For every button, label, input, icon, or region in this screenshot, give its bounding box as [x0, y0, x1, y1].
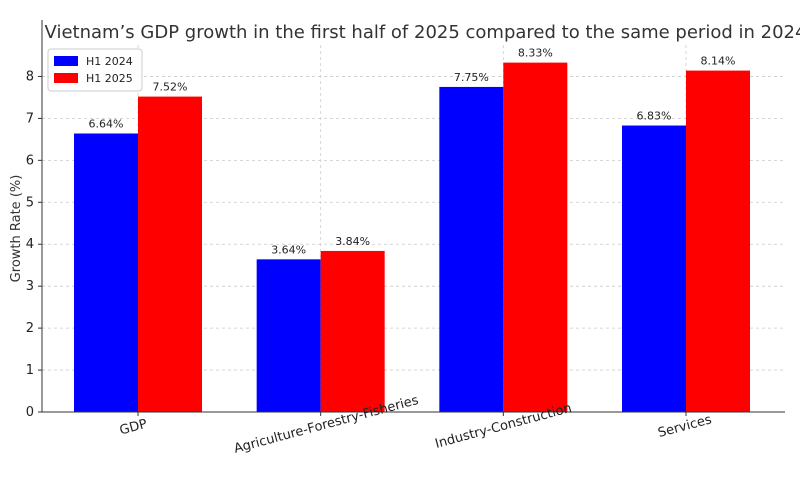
- bar-services-h1-2024: [622, 125, 686, 413]
- y-axis-label: Growth Rate (%): [9, 175, 24, 283]
- y-tick-label: 4: [26, 237, 34, 252]
- data-label-services-h1-2025: 8.14%: [701, 55, 736, 68]
- y-tick-label: 2: [26, 321, 34, 336]
- data-label-gdp-h1-2025: 7.52%: [153, 81, 188, 94]
- legend-swatch-0: [54, 56, 78, 66]
- data-label-agriculture-forestry-fisheries-h1-2024: 3.64%: [271, 243, 306, 256]
- bar-agriculture-forestry-fisheries-h1-2024: [256, 259, 321, 412]
- x-tick-label: Services: [656, 412, 713, 441]
- y-tick-label: 1: [26, 363, 34, 378]
- legend-label-0: H1 2024: [86, 55, 133, 68]
- bars-layer: [74, 62, 750, 413]
- legend: H1 2024 H1 2025: [47, 48, 143, 92]
- bar-industry-construction-h1-2024: [439, 86, 504, 412]
- bar-gdp-h1-2025: [138, 96, 202, 412]
- legend-swatch-1: [54, 73, 78, 83]
- y-tick-label: 8: [26, 69, 34, 84]
- bar-gdp-h1-2024: [74, 133, 138, 412]
- data-label-industry-construction-h1-2025: 8.33%: [518, 47, 553, 60]
- y-tick-label: 3: [26, 279, 34, 294]
- data-label-services-h1-2024: 6.83%: [637, 110, 672, 123]
- legend-label-1: H1 2025: [86, 72, 133, 85]
- data-labels-layer: 6.64% 3.64% 7.75% 6.83% 7.52% 3.84% 8.33% 8.14%: [89, 47, 736, 257]
- data-label-industry-construction-h1-2024: 7.75%: [454, 71, 489, 84]
- data-label-agriculture-forestry-fisheries-h1-2025: 3.84%: [335, 235, 370, 248]
- data-label-gdp-h1-2024: 6.64%: [89, 117, 124, 130]
- x-tick-label: GDP: [118, 417, 149, 439]
- chart-title: Vietnam’s GDP growth in the first half o…: [45, 22, 800, 43]
- y-tick-label: 0: [26, 405, 34, 420]
- axes-layer: [41, 20, 785, 413]
- y-tick-label: 5: [26, 195, 34, 210]
- bar-services-h1-2025: [686, 70, 750, 412]
- y-tick-label: 7: [26, 111, 34, 126]
- bar-industry-construction-h1-2025: [503, 62, 568, 413]
- y-tick-label: 6: [26, 153, 34, 168]
- bar-agriculture-forestry-fisheries-h1-2025: [320, 250, 385, 412]
